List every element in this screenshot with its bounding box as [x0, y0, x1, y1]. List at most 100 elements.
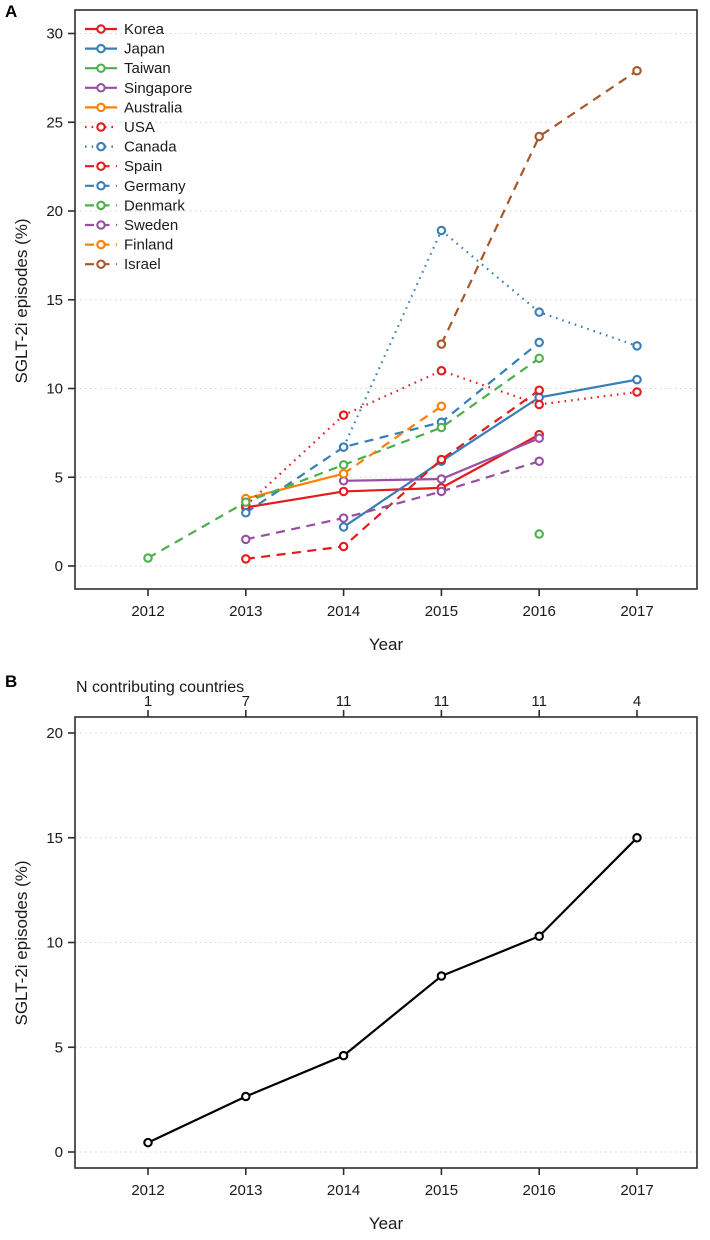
data-point-finland [436, 401, 447, 411]
data-point-overall [241, 1091, 251, 1102]
panel-a-label: A [5, 2, 18, 21]
data-point-spain [534, 385, 544, 396]
data-point-sweden [436, 486, 447, 497]
data-point-usa [338, 410, 349, 420]
series-line-overall [147, 836, 638, 1144]
series-line-australia [245, 472, 344, 500]
legend-marker-australia [96, 102, 106, 113]
data-point-israel [534, 131, 544, 142]
data-point-singapore [534, 433, 544, 443]
panel-b-top-axis-title: N contributing countries [76, 679, 245, 696]
legend-marker-spain [96, 161, 106, 171]
data-point-canada [534, 307, 544, 317]
series-line-korea [245, 433, 540, 509]
legend-marker-taiwan [96, 63, 106, 73]
data-point-israel [436, 339, 447, 349]
top-axis-value: 11 [336, 693, 352, 710]
legend-label-germany: Germany [124, 178, 186, 195]
data-point-usa [534, 399, 544, 410]
panel-a-chart: 0 5 10 15 20 25 30 2012 2013 2014 2015 2016 2017 Kore… [46, 9, 698, 620]
series-line-spain [245, 389, 540, 560]
legend-marker-singapore [96, 83, 106, 93]
panel-a: A SGLT-2i episodes (%) 0 5 10 15 20 25 30 2012 2… [5, 2, 698, 654]
data-point-germany [338, 442, 349, 452]
data-point-denmark [534, 353, 544, 364]
legend-marker-israel [96, 259, 106, 269]
x-tick-label: 2012 [131, 603, 164, 620]
data-point-japan [632, 374, 642, 385]
legend-label-australia: Australia [124, 99, 183, 116]
x-tick-label: 2014 [327, 603, 360, 620]
legend-label-israel: Israel [124, 256, 161, 273]
data-point-denmark [143, 553, 153, 563]
legend-label-singapore: Singapore [124, 80, 192, 97]
top-axis-value: 11 [434, 693, 450, 710]
data-point-taiwan [534, 529, 544, 539]
y-tick-label: 30 [46, 26, 63, 43]
legend-marker-usa [96, 122, 106, 132]
data-point-overall [534, 931, 544, 941]
data-point-germany [241, 507, 251, 518]
data-point-usa [632, 387, 642, 397]
y-tick-label: 20 [46, 725, 63, 742]
top-axis-value: 11 [531, 693, 547, 710]
series-line-finland [342, 405, 443, 475]
legend-label-korea: Korea [124, 21, 165, 38]
data-point-denmark [241, 497, 251, 507]
y-tick-label: 5 [55, 1039, 63, 1056]
legend-marker-sweden [96, 220, 106, 230]
data-point-germany [534, 337, 544, 348]
series-line-canada [342, 228, 638, 448]
data-point-spain [241, 554, 251, 564]
data-point-sweden [241, 534, 251, 545]
series-line-israel [440, 69, 638, 345]
top-axis-value: 7 [242, 693, 250, 710]
legend-label-denmark: Denmark [124, 197, 185, 214]
data-point-overall [338, 1050, 349, 1061]
data-point-usa [436, 365, 447, 376]
data-point-canada [632, 341, 642, 351]
data-point-spain [436, 454, 447, 465]
x-tick-label: 2013 [229, 1182, 262, 1199]
data-point-korea [338, 486, 349, 497]
data-point-finland [338, 468, 349, 479]
legend-label-finland: Finland [124, 237, 173, 254]
panel-a-x-axis-title: Year [368, 635, 404, 654]
data-point-overall [632, 833, 642, 843]
data-point-denmark [436, 422, 447, 433]
series-line-sweden [245, 460, 540, 541]
legend-marker-finland [96, 239, 106, 250]
legend-marker-germany [96, 181, 106, 191]
x-tick-label: 2015 [425, 1182, 458, 1199]
data-point-spain [338, 541, 349, 552]
series-line-usa [245, 369, 638, 507]
y-tick-label: 0 [55, 558, 63, 575]
y-tick-label: 0 [55, 1144, 63, 1161]
x-tick-label: 2013 [229, 603, 262, 620]
y-tick-label: 20 [46, 203, 63, 220]
data-point-sweden [534, 456, 544, 467]
data-point-japan [338, 522, 349, 532]
top-axis-value: 1 [144, 693, 152, 710]
y-tick-label: 25 [46, 114, 63, 131]
data-point-overall [436, 971, 447, 981]
x-tick-label: 2016 [523, 1182, 556, 1199]
x-tick-label: 2014 [327, 1182, 360, 1199]
y-tick-label: 10 [46, 381, 63, 398]
legend-label-taiwan: Taiwan [124, 60, 171, 77]
y-tick-label: 15 [46, 292, 63, 309]
data-point-overall [143, 1137, 153, 1148]
panel-b-y-axis-title: SGLT-2i episodes (%) [12, 860, 31, 1026]
data-point-canada [436, 225, 447, 236]
legend-marker-japan [96, 43, 106, 54]
legend-label-canada: Canada [124, 139, 177, 156]
legend-label-sweden: Sweden [124, 217, 178, 234]
data-point-denmark [338, 460, 349, 470]
y-tick-label: 5 [55, 469, 63, 486]
panel-b: B N contributing countries SGLT-2i episo… [0, 660, 710, 1240]
panel-a-y-axis-title: SGLT-2i episodes (%) [12, 218, 31, 384]
legend-label-usa: USA [124, 119, 155, 136]
x-tick-label: 2017 [620, 603, 653, 620]
top-axis-value: 4 [633, 693, 641, 710]
series-line-japan [342, 378, 638, 528]
